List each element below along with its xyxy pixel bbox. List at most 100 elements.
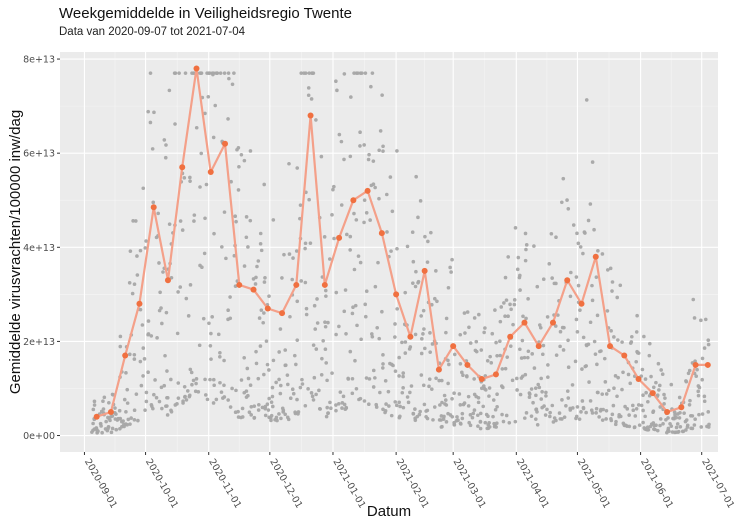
measurement-point bbox=[383, 379, 388, 383]
measurement-point bbox=[144, 390, 149, 395]
measurement-point bbox=[265, 402, 270, 407]
measurement-point bbox=[432, 405, 437, 409]
measurement-point bbox=[400, 340, 404, 345]
measurement-point bbox=[343, 288, 348, 292]
measurement-point bbox=[104, 419, 108, 424]
average-point bbox=[607, 343, 614, 350]
measurement-point bbox=[274, 415, 279, 420]
measurement-point bbox=[201, 316, 206, 321]
measurement-point bbox=[154, 395, 159, 400]
measurement-point bbox=[539, 397, 544, 401]
measurement-point bbox=[649, 374, 653, 379]
x-tick-label: 2021-06-01 bbox=[638, 457, 675, 510]
measurement-point bbox=[571, 406, 575, 410]
measurement-point bbox=[99, 424, 103, 428]
measurement-point bbox=[159, 385, 164, 390]
measurement-point bbox=[651, 410, 655, 415]
measurement-point bbox=[214, 397, 219, 402]
measurement-point bbox=[213, 103, 218, 108]
measurement-point bbox=[146, 109, 150, 114]
measurement-point bbox=[257, 316, 262, 320]
measurement-point bbox=[623, 404, 627, 409]
measurement-point bbox=[502, 301, 506, 305]
measurement-point bbox=[249, 404, 254, 409]
measurement-point bbox=[584, 410, 588, 415]
measurement-point bbox=[569, 270, 573, 275]
measurement-point bbox=[529, 387, 534, 391]
measurement-point bbox=[226, 398, 230, 402]
measurement-point bbox=[521, 314, 525, 319]
measurement-point bbox=[239, 152, 244, 157]
measurement-point bbox=[597, 415, 601, 419]
measurement-point bbox=[487, 425, 492, 429]
measurement-point bbox=[458, 361, 463, 366]
measurement-point bbox=[697, 385, 702, 390]
measurement-point bbox=[524, 411, 529, 415]
measurement-point bbox=[403, 340, 408, 344]
measurement-point bbox=[191, 378, 196, 383]
measurement-point bbox=[484, 388, 488, 392]
measurement-point bbox=[527, 395, 532, 399]
measurement-point bbox=[394, 403, 399, 408]
measurement-point bbox=[541, 277, 546, 281]
measurement-point bbox=[612, 335, 616, 339]
measurement-point bbox=[631, 408, 636, 413]
measurement-point bbox=[636, 403, 641, 407]
measurement-point bbox=[248, 149, 253, 153]
measurement-point bbox=[395, 149, 399, 153]
measurement-point bbox=[470, 415, 475, 420]
measurement-point bbox=[230, 386, 234, 391]
measurement-point bbox=[350, 311, 355, 316]
measurement-point bbox=[317, 388, 321, 393]
measurement-point bbox=[252, 404, 257, 408]
grid-major bbox=[60, 52, 718, 452]
measurement-point bbox=[560, 325, 565, 330]
measurement-point bbox=[405, 244, 410, 249]
measurement-point bbox=[590, 298, 595, 303]
measurement-point bbox=[534, 393, 538, 398]
y-tick-label: 2e+13 bbox=[23, 337, 55, 348]
measurement-point bbox=[628, 381, 633, 386]
measurement-point bbox=[226, 117, 230, 121]
measurement-point bbox=[192, 219, 196, 223]
measurement-point bbox=[444, 420, 449, 424]
measurement-point bbox=[461, 373, 465, 378]
measurement-point bbox=[553, 324, 558, 328]
measurement-point bbox=[292, 353, 297, 358]
average-point bbox=[649, 390, 656, 397]
measurement-point bbox=[141, 374, 145, 378]
measurement-point bbox=[495, 404, 499, 409]
measurement-point bbox=[128, 352, 132, 357]
measurement-point bbox=[444, 330, 448, 335]
measurement-point bbox=[706, 338, 711, 342]
measurement-point bbox=[516, 255, 521, 260]
measurement-point bbox=[373, 185, 377, 190]
measurement-point bbox=[476, 400, 481, 405]
measurement-point bbox=[515, 267, 520, 272]
measurement-point bbox=[283, 412, 287, 417]
measurement-point bbox=[358, 260, 363, 265]
measurement-point bbox=[508, 344, 513, 348]
measurement-point bbox=[501, 419, 506, 424]
measurement-point bbox=[358, 144, 362, 148]
measurement-point bbox=[537, 385, 542, 390]
measurement-point bbox=[165, 404, 169, 408]
measurement-point bbox=[525, 355, 530, 360]
measurement-point bbox=[593, 352, 598, 356]
measurement-point bbox=[506, 255, 511, 259]
measurement-point bbox=[426, 239, 430, 244]
measurement-point bbox=[640, 367, 645, 372]
measurement-point bbox=[212, 231, 216, 236]
measurement-point bbox=[146, 332, 151, 336]
measurement-point bbox=[463, 331, 467, 335]
measurement-point bbox=[654, 380, 658, 385]
measurement-point bbox=[395, 307, 399, 311]
measurement-point bbox=[309, 391, 314, 395]
measurement-point bbox=[425, 260, 430, 264]
measurement-point bbox=[464, 374, 469, 378]
measurement-point bbox=[504, 413, 509, 418]
measurement-point bbox=[562, 415, 567, 419]
measurement-point bbox=[261, 320, 265, 325]
measurement-point bbox=[132, 418, 137, 422]
measurement-point bbox=[653, 427, 657, 432]
